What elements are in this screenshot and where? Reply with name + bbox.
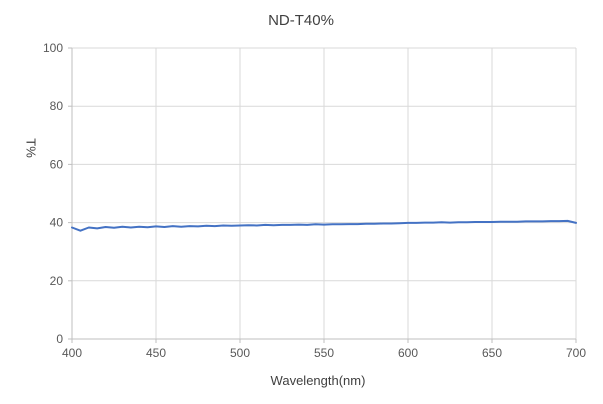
series-line: [71, 219, 577, 232]
x-tick-label: 400: [62, 346, 82, 360]
y-tick-label: 20: [50, 274, 64, 288]
x-tick-label: 600: [398, 346, 418, 360]
x-tick-label: 650: [482, 346, 502, 360]
x-tick-label: 550: [314, 346, 334, 360]
x-tick-label: 700: [566, 346, 586, 360]
y-tick-label: 60: [50, 157, 64, 171]
x-axis-title: Wavelength(nm): [270, 373, 366, 388]
y-tick-label: 80: [50, 99, 64, 113]
y-tick-label: 40: [50, 216, 64, 230]
y-tick-label: 100: [43, 41, 63, 55]
x-tick-label: 500: [230, 346, 250, 360]
chart-title: ND-T40%: [268, 12, 334, 29]
y-tick-label: 0: [56, 332, 63, 346]
x-tick-label: 450: [146, 346, 166, 360]
